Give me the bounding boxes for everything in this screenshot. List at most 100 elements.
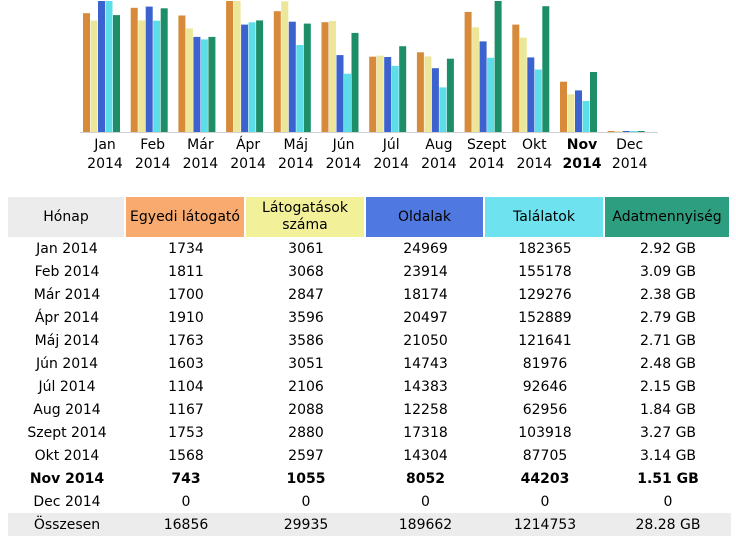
table-row: Júl 2014 1104 2106 14383 92646 2.15 GB xyxy=(8,375,731,398)
total-row: Összesen 16856 29935 189662 1214753 28.28 GB xyxy=(8,513,731,536)
bar-visits-6 xyxy=(329,21,336,133)
bar-visitors-9 xyxy=(464,11,472,133)
cell-month: Szept 2014 xyxy=(27,424,107,441)
bar-hits-8 xyxy=(439,87,447,133)
header-unique-visitors: Egyedi látogató xyxy=(126,197,246,237)
cell-pages: 21050 xyxy=(403,332,448,349)
cell-pages: 189662 xyxy=(366,513,485,536)
bar-pages-11 xyxy=(575,90,582,133)
month-label: Júl 2014 xyxy=(366,136,416,174)
month-label: Ápr 2014 xyxy=(223,136,273,174)
cell-pages: 18174 xyxy=(403,286,448,303)
cell-bandwidth: 0 xyxy=(663,493,673,510)
bar-visits-7 xyxy=(376,55,384,134)
bar-hits-9 xyxy=(487,57,495,133)
cell-pages: 12258 xyxy=(403,401,448,418)
month-label: Szept 2014 xyxy=(462,136,512,174)
table-row: Már 2014 1700 2847 18174 129276 2.38 GB xyxy=(8,283,731,306)
cell-month: Jan 2014 xyxy=(36,240,98,257)
bar-visitors-3 xyxy=(178,15,186,133)
cell-visitors: 1763 xyxy=(168,332,204,349)
cell-hits: 92646 xyxy=(522,378,568,395)
cell-bandwidth: 2.71 GB xyxy=(639,332,697,349)
month-label: Máj 2014 xyxy=(271,136,321,174)
cell-hits: 0 xyxy=(540,493,550,510)
bar-visits-2 xyxy=(138,20,146,133)
month-label-year: 2014 xyxy=(277,156,314,172)
bar-visits-1 xyxy=(90,20,98,134)
month-label-month: Dec xyxy=(616,137,644,153)
month-label: Jan 2014 xyxy=(80,136,130,174)
bar-bandwidth-2 xyxy=(160,8,168,133)
bar-visitors-5 xyxy=(273,11,281,134)
cell-month: Összesen xyxy=(8,513,126,536)
cell-bandwidth: 2.15 GB xyxy=(639,378,697,395)
cell-pages: 0 xyxy=(421,493,430,510)
cell-hits: 1214753 xyxy=(485,513,605,536)
cell-visitors: 0 xyxy=(181,493,191,510)
cell-month: Jún 2014 xyxy=(36,355,98,372)
bar-visitors-1 xyxy=(83,13,90,134)
bar-pages-10 xyxy=(527,57,535,133)
cell-month: Már 2014 xyxy=(33,286,101,303)
month-label-month: Nov xyxy=(566,137,598,153)
month-label-year: 2014 xyxy=(516,156,553,172)
month-label-month: Már xyxy=(187,137,214,153)
bar-hits-6 xyxy=(344,73,351,133)
cell-pages: 20497 xyxy=(403,309,448,326)
cell-pages: 14383 xyxy=(403,378,448,395)
header-visits: Látogatások száma xyxy=(246,197,366,237)
cell-visits: 0 xyxy=(301,493,311,510)
bar-hits-7 xyxy=(391,65,399,133)
cell-visitors: 1568 xyxy=(168,447,204,464)
month-label: Nov 2014 xyxy=(557,136,607,174)
bar-hits-2 xyxy=(153,20,161,134)
bar-visits-11 xyxy=(567,94,575,133)
bar-pages-2 xyxy=(145,6,153,134)
cell-hits: 121641 xyxy=(518,332,572,349)
cell-visitors: 1104 xyxy=(168,378,204,395)
table-row: Okt 2014 1568 2597 14304 87705 3.14 GB xyxy=(8,444,731,467)
bar-pages-4 xyxy=(241,24,249,134)
table-row: Máj 2014 1763 3586 21050 121641 2.71 GB xyxy=(8,329,731,352)
cell-visits: 2106 xyxy=(288,378,324,395)
bar-bandwidth-6 xyxy=(351,32,359,133)
bar-pages-5 xyxy=(288,21,296,134)
cell-month: Máj 2014 xyxy=(34,332,100,349)
cell-visits: 3596 xyxy=(288,309,324,326)
month-label-year: 2014 xyxy=(421,156,457,172)
cell-visits: 2597 xyxy=(288,447,324,464)
bar-bandwidth-9 xyxy=(494,1,502,133)
month-label-year: 2014 xyxy=(562,156,602,172)
bar-bandwidth-11 xyxy=(590,72,597,133)
cell-hits: 152889 xyxy=(518,309,572,326)
bar-bandwidth-3 xyxy=(208,36,216,133)
month-label-year: 2014 xyxy=(87,156,123,172)
cell-visitors: 1700 xyxy=(168,286,204,303)
cell-bandwidth: 3.27 GB xyxy=(639,424,697,441)
cell-visits: 29935 xyxy=(246,513,366,536)
bar-visits-10 xyxy=(519,37,527,134)
bar-pages-9 xyxy=(479,41,487,133)
cell-hits: 44203 xyxy=(520,470,570,487)
table-header-row: Hónap Egyedi látogató Látogatások száma … xyxy=(8,197,731,237)
month-label-month: Okt xyxy=(521,137,547,153)
bar-hits-4 xyxy=(248,22,256,133)
bar-hits-3 xyxy=(200,39,208,133)
month-label-month: Jan xyxy=(94,137,116,153)
cell-visits: 3061 xyxy=(288,240,324,257)
cell-hits: 129276 xyxy=(518,286,572,303)
cell-pages: 8052 xyxy=(406,470,445,487)
cell-bandwidth: 2.38 GB xyxy=(639,286,697,303)
bar-bandwidth-10 xyxy=(542,6,550,134)
cell-visits: 1055 xyxy=(286,470,326,487)
cell-bandwidth: 1.84 GB xyxy=(639,401,697,418)
cell-pages: 17318 xyxy=(403,424,448,441)
cell-visitors: 1753 xyxy=(168,424,204,441)
bar-pages-3 xyxy=(193,36,201,133)
table-row: Szept 2014 1753 2880 17318 103918 3.27 GB xyxy=(8,421,731,444)
cell-pages: 23914 xyxy=(403,263,448,280)
header-month: Hónap xyxy=(8,197,126,237)
cell-month: Ápr 2014 xyxy=(34,309,100,326)
bar-pages-6 xyxy=(336,55,344,133)
